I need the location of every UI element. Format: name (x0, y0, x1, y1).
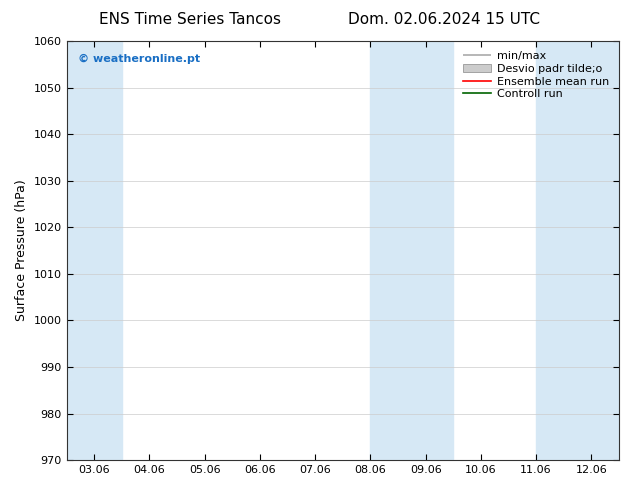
Bar (67, 41, 122, 460)
Text: © weatheronline.pt: © weatheronline.pt (77, 53, 200, 64)
Y-axis label: Surface Pressure (hPa): Surface Pressure (hPa) (15, 180, 28, 321)
Legend: min/max, Desvio padr tilde;o, Ensemble mean run, Controll run: min/max, Desvio padr tilde;o, Ensemble m… (459, 47, 614, 104)
Bar (370, 41, 453, 460)
Text: Dom. 02.06.2024 15 UTC: Dom. 02.06.2024 15 UTC (348, 12, 540, 27)
Bar (536, 41, 619, 460)
Text: ENS Time Series Tancos: ENS Time Series Tancos (99, 12, 281, 27)
